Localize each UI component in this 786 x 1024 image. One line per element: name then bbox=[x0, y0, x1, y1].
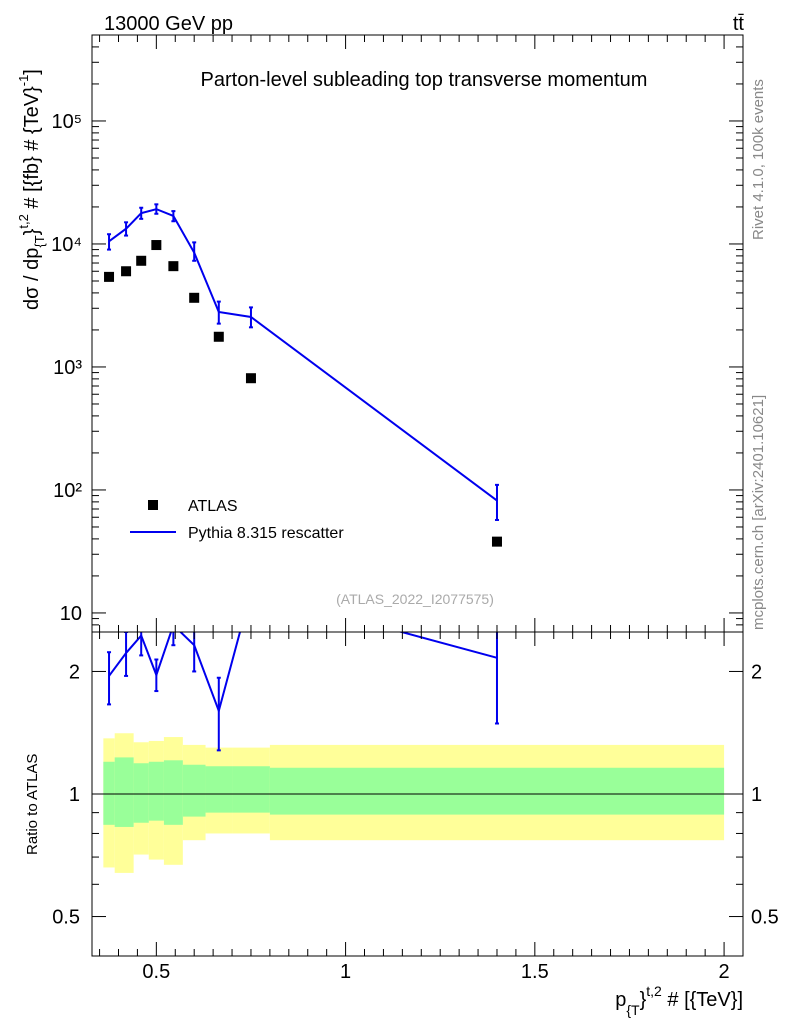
y-title-sup-minus1: -1 bbox=[16, 75, 31, 87]
atlas-data-point bbox=[136, 255, 147, 266]
ratio-y-tick-label-right: 2 bbox=[751, 661, 762, 683]
process-label: tt̄ bbox=[733, 13, 745, 35]
y-title-sub-brace: } bbox=[21, 228, 43, 235]
y-title-close: ] bbox=[21, 69, 43, 75]
legend-label-pythia: Pythia 8.315 rescatter bbox=[188, 525, 344, 542]
y-axis-title: dσ / dp{T}t,2 # [{fb} # {TeV}-1] bbox=[16, 69, 47, 310]
x-title-sub-t: {T bbox=[626, 1002, 640, 1018]
main-data-layer bbox=[104, 203, 502, 547]
plot-title: Parton-level subleading top transverse m… bbox=[201, 69, 648, 91]
y-title-units: # [{fb} # {TeV} bbox=[21, 86, 43, 214]
svg-text:p{T}t,2 # [{TeV}]: p{T}t,2 # [{TeV}] bbox=[615, 983, 743, 1018]
pythia-series-line bbox=[108, 208, 498, 502]
main-y-axis: 10 10² 10³ 10⁴ 10⁵ bbox=[51, 34, 743, 633]
atlas-data-point bbox=[104, 271, 115, 282]
atlas-data-point bbox=[213, 331, 224, 342]
main-x-axis bbox=[99, 35, 725, 632]
energy-label: 13000 GeV pp bbox=[104, 13, 233, 35]
atlas-data-point bbox=[168, 261, 179, 272]
main-plot-panel: 10 10² 10³ 10⁴ 10⁵ Parton-level subleading t… bbox=[16, 34, 744, 633]
y-title-dsigma: dσ / dp bbox=[21, 248, 43, 310]
ratio-plot-panel: 0.5 0.5 1 1 2 2 0.5 1 1.5 2 Ratio to ATLAS p{T}t… bbox=[24, 631, 779, 1018]
main-y-tick-label: 10² bbox=[53, 480, 82, 502]
main-y-tick-label: 10 bbox=[60, 603, 82, 625]
ratio-green-band bbox=[133, 763, 149, 823]
atlas-data-point bbox=[121, 266, 132, 277]
ratio-x-axis: 0.5 1 1.5 2 bbox=[99, 632, 730, 983]
ratio-green-band bbox=[269, 767, 725, 815]
ratio-y-tick-label: 1 bbox=[69, 784, 80, 806]
main-y-tick-label: 10³ bbox=[53, 357, 82, 379]
ratio-green-band bbox=[148, 761, 164, 821]
x-title-p: p bbox=[615, 989, 626, 1011]
mcplots-label: mcplots.cern.ch [arXiv:2401.10621] bbox=[750, 395, 767, 630]
x-title-units: # [{TeV}] bbox=[662, 989, 743, 1011]
x-title-sup-t2: t,2 bbox=[646, 983, 662, 999]
ratio-green-band bbox=[182, 764, 206, 817]
ratio-x-tick-label: 2 bbox=[719, 961, 730, 983]
main-y-tick-label: 10⁴ bbox=[51, 234, 82, 256]
atlas-data-point bbox=[245, 373, 256, 384]
main-plot-frame bbox=[91, 34, 744, 633]
atlas-data-point bbox=[189, 292, 200, 303]
ratio-green-band bbox=[103, 761, 115, 825]
legend-marker-atlas bbox=[148, 500, 158, 510]
rivet-label: Rivet 4.1.0, 100k events bbox=[750, 79, 767, 240]
ratio-green-band bbox=[232, 766, 270, 813]
ratio-x-tick-label: 1 bbox=[340, 961, 351, 983]
ratio-x-tick-label: 1.5 bbox=[521, 961, 549, 983]
main-y-tick-label: 10⁵ bbox=[51, 111, 82, 133]
ratio-green-band bbox=[163, 760, 183, 825]
ratio-green-band bbox=[205, 766, 233, 813]
ratio-y-tick-label: 0.5 bbox=[52, 907, 80, 929]
ratio-uncertainty-bands bbox=[103, 733, 725, 873]
legend-label-atlas: ATLAS bbox=[188, 498, 238, 515]
ratio-y-tick-label: 2 bbox=[69, 661, 80, 683]
svg-text:dσ / dp{T}t,2 # [{fb} # {TeV}-: dσ / dp{T}t,2 # [{fb} # {TeV}-1] bbox=[16, 69, 47, 310]
ratio-y-axis-title: Ratio to ATLAS bbox=[24, 754, 41, 855]
x-title-sub-brace: } bbox=[640, 989, 647, 1011]
ratio-data-layer bbox=[107, 632, 499, 752]
ratio-y-tick-label-right: 0.5 bbox=[751, 907, 779, 929]
ratio-y-axis: 0.5 0.5 1 1 2 2 bbox=[52, 661, 779, 928]
ratio-series-line bbox=[108, 632, 498, 715]
atlas-data-point bbox=[491, 536, 502, 547]
x-axis-title: p{T}t,2 # [{TeV}] bbox=[615, 983, 743, 1018]
y-title-sup-t2: t,2 bbox=[16, 214, 31, 228]
atlas-data-point bbox=[151, 240, 162, 251]
ratio-y-tick-label-right: 1 bbox=[751, 784, 762, 806]
y-title-sub-t: {T bbox=[32, 235, 47, 247]
legend: ATLAS Pythia 8.315 rescatter bbox=[130, 498, 344, 542]
ratio-green-band bbox=[114, 757, 134, 827]
watermark-label: (ATLAS_2022_I2077575) bbox=[336, 591, 494, 607]
ratio-x-tick-label: 0.5 bbox=[142, 961, 170, 983]
